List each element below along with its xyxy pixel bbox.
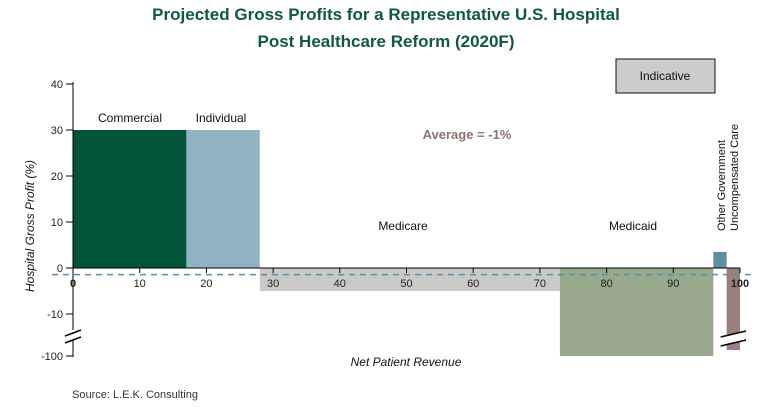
bar-uncompensated-care xyxy=(726,268,740,350)
indicative-badge xyxy=(615,58,716,94)
x-tick-label: 20 xyxy=(200,278,212,290)
segment-label: Uncompensated Care xyxy=(729,124,741,231)
average-label: Average = -1% xyxy=(423,127,512,142)
x-tick-label: 60 xyxy=(467,278,479,290)
y-tick-label: 10 xyxy=(51,217,63,229)
source-note: Source: L.E.K. Consulting xyxy=(72,389,198,401)
x-tick-label: 50 xyxy=(400,278,412,290)
y-axis-label: Hospital Gross Profit (%) xyxy=(23,160,37,292)
y-tick-label: 40 xyxy=(51,79,63,91)
y-tick-label: 0 xyxy=(57,263,63,275)
x-axis-label: Net Patient Revenue xyxy=(351,355,462,369)
chart-title-line-1: Projected Gross Profits for a Representa… xyxy=(152,5,620,24)
y-tick-label: -100 xyxy=(41,351,63,363)
segment-label: Individual xyxy=(196,111,247,125)
y-axis-break xyxy=(64,336,82,344)
x-tick-label: 30 xyxy=(267,278,279,290)
segment-label: Medicare xyxy=(378,219,428,233)
bar-other-government xyxy=(713,251,727,268)
y-axis-break xyxy=(64,329,82,337)
segment-label: Other Government xyxy=(716,140,728,231)
x-tick-label: 0 xyxy=(70,278,76,290)
bar-break-line xyxy=(720,339,747,347)
bar-break-gap xyxy=(720,331,746,346)
indicative-badge-label: Indicative xyxy=(640,69,691,83)
segment-label: Medicaid xyxy=(609,219,657,233)
bar-individual xyxy=(186,130,260,268)
bar-medicaid xyxy=(559,268,714,356)
y-tick-label: -10 xyxy=(47,309,63,321)
x-tick-label: 40 xyxy=(334,278,346,290)
x-tick-label: 100 xyxy=(731,278,749,290)
x-tick-label: 90 xyxy=(667,278,679,290)
bar-commercial xyxy=(73,130,187,268)
x-tick-label: 80 xyxy=(600,278,612,290)
bar-break-line xyxy=(720,330,747,338)
bar-medicare xyxy=(259,268,560,291)
y-tick-label: 20 xyxy=(51,171,63,183)
x-tick-label: 70 xyxy=(534,278,546,290)
chart-title-line-2: Post Healthcare Reform (2020F) xyxy=(257,32,515,51)
x-tick-label: 10 xyxy=(134,278,146,290)
segment-label: Commercial xyxy=(98,111,162,125)
y-tick-label: 30 xyxy=(51,125,63,137)
